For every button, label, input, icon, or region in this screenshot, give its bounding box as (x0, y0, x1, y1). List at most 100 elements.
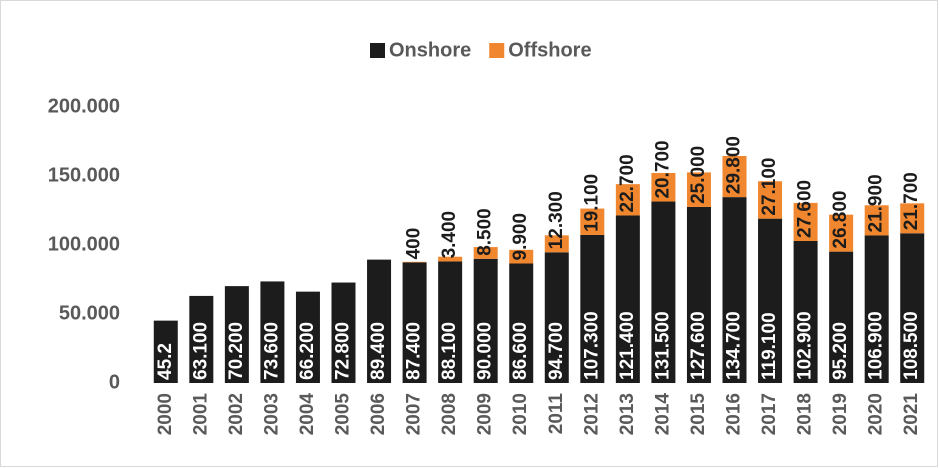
x-tick-label: 2015 (688, 393, 709, 436)
data-label: 3.400 (439, 211, 460, 259)
x-tick-label: 2016 (724, 393, 745, 435)
data-label: 22.700 (617, 154, 638, 212)
bar-segment (544, 235, 569, 253)
bar-segment (615, 184, 640, 216)
bar-segment (686, 206, 711, 383)
bar-segment (367, 259, 392, 383)
data-label: 21.700 (901, 172, 922, 230)
data-label: 107.300 (581, 311, 602, 380)
bar-segment (438, 256, 463, 262)
bar-segment (438, 261, 463, 383)
bar-segment (864, 205, 889, 236)
data-label: 88.100 (439, 322, 460, 380)
bar-segment (651, 172, 676, 202)
data-label: 127.600 (688, 311, 709, 380)
bar-segment (793, 202, 818, 241)
bar-segment (331, 282, 356, 383)
x-tick-label: 2019 (830, 393, 851, 435)
data-label: 12.300 (546, 191, 567, 249)
x-tick-label: 2012 (581, 393, 602, 435)
bar-segment (864, 235, 889, 383)
x-tick-label: 2017 (759, 393, 780, 435)
bar-segment (260, 281, 285, 383)
data-label: 19.100 (581, 174, 602, 232)
data-label: 25.000 (688, 146, 709, 204)
bar-segment (153, 320, 178, 383)
x-tick-label: 2013 (617, 393, 638, 435)
bar-segment (686, 172, 711, 207)
bar-segment (829, 251, 854, 383)
bar-segment (829, 214, 854, 252)
data-label: 27.100 (759, 158, 780, 216)
data-label: 106.900 (866, 311, 887, 380)
data-label: 121.400 (617, 311, 638, 380)
data-label: 27.600 (795, 180, 816, 238)
legend-label: Onshore (389, 39, 471, 61)
data-label: 400 (404, 228, 425, 260)
bar-segment (544, 252, 569, 383)
bar-segment (473, 247, 498, 259)
x-tick-label: 2011 (546, 393, 567, 435)
bar-segment (473, 258, 498, 383)
x-tick-label: 2020 (866, 393, 887, 435)
data-label: 21.900 (866, 174, 887, 232)
data-label: 119.100 (759, 312, 780, 380)
data-label: 73.600 (261, 322, 282, 380)
x-tick-label: 2014 (652, 393, 673, 436)
data-label: 70.200 (226, 322, 247, 380)
bar-segment (900, 233, 925, 383)
data-label: 94.700 (546, 322, 567, 380)
x-tick-label: 2003 (261, 393, 282, 435)
legend-swatch (370, 43, 385, 58)
x-tick-label: 2000 (155, 393, 176, 435)
bar-segment (580, 208, 605, 235)
x-tick-label: 2002 (226, 393, 247, 435)
bar-segment (580, 234, 605, 383)
y-tick-label: 200.000 (48, 95, 120, 117)
bar-segment (402, 262, 427, 383)
legend-swatch (489, 43, 505, 58)
data-label: 26.800 (830, 190, 851, 248)
x-tick-label: 2010 (510, 393, 531, 435)
data-label: 95.200 (830, 322, 851, 380)
bar-segment (900, 203, 925, 234)
x-tick-label: 2008 (439, 393, 460, 435)
data-label: 86.600 (510, 322, 531, 380)
data-label: 9.900 (510, 213, 531, 261)
data-label: 66.200 (297, 322, 318, 380)
x-tick-label: 2021 (901, 393, 922, 436)
data-label: 102.900 (795, 311, 816, 380)
data-label: 20.700 (652, 140, 673, 198)
x-tick-label: 2009 (475, 393, 496, 435)
data-label: 131.500 (652, 311, 673, 380)
x-tick-label: 2004 (297, 393, 318, 436)
data-label: 90.000 (475, 322, 496, 380)
data-label: 108.500 (901, 311, 922, 380)
bar-segment (722, 197, 747, 383)
x-tick-label: 2006 (368, 393, 389, 435)
bar-segment (189, 295, 214, 383)
bar-segment (295, 291, 320, 383)
bar-segment (615, 215, 640, 383)
data-label: 63.100 (190, 322, 211, 380)
x-tick-label: 2001 (190, 393, 211, 436)
x-tick-label: 2018 (795, 393, 816, 435)
x-tick-label: 2007 (404, 393, 425, 435)
data-label: 134.700 (724, 311, 745, 380)
bar-segment (402, 261, 427, 263)
bar-segment (224, 286, 249, 383)
data-label: 45.2 (155, 343, 176, 380)
legend-label: Offshore (508, 39, 591, 61)
bar-segment (509, 249, 534, 264)
bar-segment (722, 155, 747, 198)
bar-segment (758, 181, 783, 219)
data-label: 87.400 (404, 322, 425, 380)
y-tick-label: 0 (109, 371, 120, 393)
y-tick-label: 100.000 (48, 233, 120, 255)
data-label: 8.500 (475, 208, 496, 256)
bar-segment (651, 201, 676, 383)
bar-segment (509, 263, 534, 383)
bar-segment (758, 218, 783, 383)
bar-segment (793, 240, 818, 383)
